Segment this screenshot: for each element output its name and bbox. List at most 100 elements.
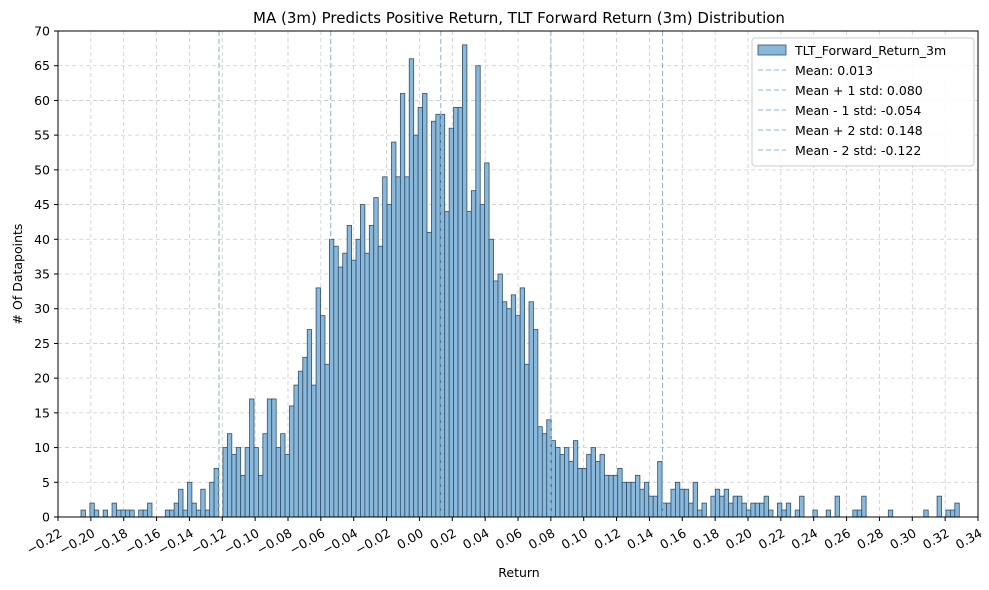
- y-tick-label: 35: [34, 267, 50, 282]
- histogram-bar: [391, 141, 397, 518]
- histogram-bar: [887, 509, 894, 518]
- histogram-bar: [169, 509, 175, 518]
- histogram-bar: [950, 509, 956, 518]
- histogram-bar: [630, 481, 636, 518]
- histogram-bar: [856, 509, 863, 518]
- histogram-bar: [244, 447, 250, 518]
- histogram-bar: [435, 113, 441, 518]
- histogram-bar: [191, 502, 197, 518]
- x-tick-label: 0.00: [394, 525, 426, 552]
- histogram-bar: [222, 447, 228, 518]
- histogram-bar: [595, 461, 601, 518]
- x-tick-label: 0.06: [493, 525, 525, 552]
- y-tick-label: 15: [34, 405, 50, 420]
- histogram-bar: [568, 461, 574, 518]
- x-tick-label: −0.22: [24, 525, 65, 557]
- histogram-bar: [648, 495, 654, 518]
- histogram-bar: [861, 495, 867, 518]
- histogram-bar: [688, 502, 694, 518]
- histogram-bar: [719, 495, 725, 518]
- histogram-bar: [723, 488, 730, 518]
- y-tick-label: 5: [42, 475, 50, 490]
- histogram-bar: [670, 488, 676, 518]
- histogram-bar: [173, 502, 179, 518]
- histogram-bar: [253, 447, 259, 518]
- histogram-bar: [306, 329, 313, 518]
- x-tick-label: 0.26: [821, 525, 853, 552]
- histogram-bar: [93, 509, 100, 518]
- histogram-bar: [315, 287, 321, 518]
- histogram-bar: [493, 280, 499, 518]
- histogram-bar: [666, 502, 672, 518]
- histogram-bar: [501, 301, 508, 518]
- histogram-bar: [466, 211, 472, 518]
- legend-label-line: Mean - 1 std: -0.054: [795, 103, 921, 118]
- histogram-bar: [408, 58, 415, 518]
- x-tick-label: −0.16: [122, 525, 163, 557]
- histogram-bar: [510, 294, 517, 518]
- histogram-bar: [697, 509, 703, 518]
- x-tick-label: 0.08: [526, 525, 558, 552]
- histogram-bar: [741, 502, 747, 518]
- histogram-bar: [89, 502, 95, 518]
- x-tick-label: 0.22: [756, 525, 788, 552]
- x-tick-label: −0.04: [320, 525, 361, 557]
- histogram-bar: [124, 509, 131, 518]
- histogram-bar: [586, 454, 592, 518]
- histogram-bar: [404, 176, 410, 518]
- histogram-bar: [768, 509, 774, 518]
- histogram-bar: [737, 495, 743, 518]
- histogram-bar: [528, 301, 534, 518]
- y-axis-ticks: 0 5 10 15 20 25 30 35 40 45 50 55 60 65 70: [34, 24, 58, 525]
- x-tick-label: 0.32: [920, 525, 952, 552]
- histogram-bar: [537, 426, 543, 518]
- y-tick-label: 60: [34, 93, 50, 108]
- legend-label-histogram: TLT_Forward_Return_3m: [794, 43, 946, 58]
- x-tick-label: −0.08: [254, 525, 295, 557]
- legend-label-line: Mean - 2 std: -0.122: [795, 143, 921, 158]
- histogram-bar: [657, 461, 663, 518]
- x-tick-label: −0.06: [287, 525, 328, 557]
- histogram-bar: [422, 93, 428, 518]
- histogram-bar: [182, 509, 188, 518]
- histogram-bar: [258, 474, 264, 518]
- x-tick-label: 0.12: [591, 525, 623, 552]
- histogram-bar: [355, 238, 361, 518]
- histogram-bar: [692, 481, 698, 518]
- histogram-bar: [604, 474, 610, 518]
- histogram-bar: [382, 176, 388, 518]
- histogram-bar: [710, 495, 716, 518]
- histogram-bar: [812, 509, 818, 518]
- x-tick-label: 0.02: [427, 525, 459, 552]
- histogram-bar: [954, 502, 960, 518]
- x-axis-label: Return: [498, 565, 539, 580]
- histogram-bar: [572, 440, 579, 518]
- x-tick-label: 0.10: [559, 525, 591, 552]
- histogram-bar: [479, 204, 486, 518]
- histogram-bar: [164, 509, 171, 518]
- histogram-bar: [80, 509, 86, 518]
- y-tick-label: 45: [34, 197, 50, 212]
- x-tick-label: 0.24: [789, 525, 821, 552]
- histogram-bar: [701, 502, 707, 518]
- x-tick-label: 0.28: [854, 525, 886, 552]
- x-tick-label: 0.18: [690, 525, 722, 552]
- histogram-bar: [550, 440, 557, 518]
- histogram-bar: [111, 502, 117, 518]
- y-tick-label: 20: [34, 371, 50, 386]
- histogram-bar: [266, 398, 273, 518]
- histogram-bar: [373, 197, 379, 518]
- histogram-bar: [617, 467, 623, 518]
- legend: TLT_Forward_Return_3m Mean: 0.013 Mean + 1…: [751, 37, 975, 167]
- histogram-bar: [621, 481, 627, 518]
- x-tick-label: 0.34: [953, 525, 985, 552]
- histogram-bar: [360, 204, 366, 518]
- histogram-bar: [475, 65, 481, 518]
- histogram-bar: [289, 405, 295, 518]
- histogram-bar: [612, 474, 619, 518]
- histogram-bar: [346, 224, 352, 518]
- y-tick-label: 55: [34, 128, 50, 143]
- histogram-bar: [142, 509, 148, 518]
- histogram-bar: [754, 502, 761, 518]
